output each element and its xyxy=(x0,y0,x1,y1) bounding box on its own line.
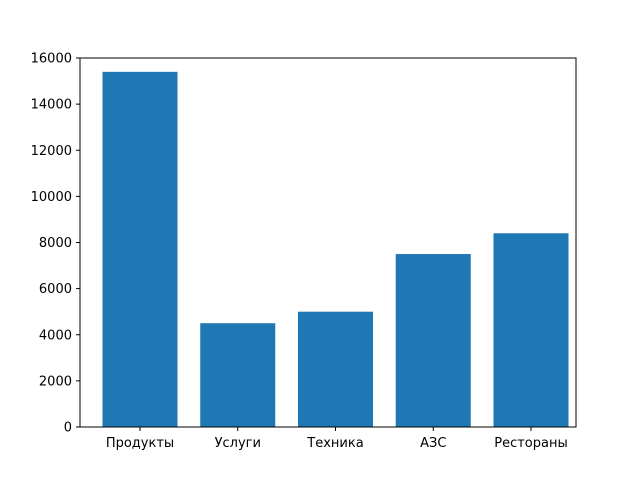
y-tick-label-5: 10000 xyxy=(31,190,72,205)
plot-frame xyxy=(79,57,577,428)
y-tick-label-6: 12000 xyxy=(31,144,72,159)
bar-0 xyxy=(102,71,178,428)
x-tick-label-4: Рестораны xyxy=(494,436,568,451)
bars-layer xyxy=(102,71,569,428)
y-tick-label-2: 4000 xyxy=(39,328,72,343)
y-tick-label-3: 6000 xyxy=(39,282,72,297)
x-axis: Продукты Услуги Техника АЗС Рестораны xyxy=(106,427,568,451)
x-tick-label-3: АЗС xyxy=(420,436,446,451)
bar-3 xyxy=(395,254,471,427)
x-tick-label-2: Техника xyxy=(306,436,363,451)
y-axis: 0 2000 4000 6000 8000 10000 12000 14000 16000 xyxy=(31,52,80,436)
y-tick-label-8: 16000 xyxy=(31,52,72,67)
bar-2 xyxy=(298,311,373,427)
y-tick-label-7: 14000 xyxy=(31,98,72,113)
y-tick-label-4: 8000 xyxy=(39,236,72,251)
bar-4 xyxy=(493,233,569,427)
x-tick-label-1: Услуги xyxy=(215,436,261,451)
x-tick-label-0: Продукты xyxy=(106,436,174,451)
bar-1 xyxy=(200,323,276,427)
y-tick-label-0: 0 xyxy=(64,421,72,436)
y-tick-label-1: 2000 xyxy=(39,374,72,389)
